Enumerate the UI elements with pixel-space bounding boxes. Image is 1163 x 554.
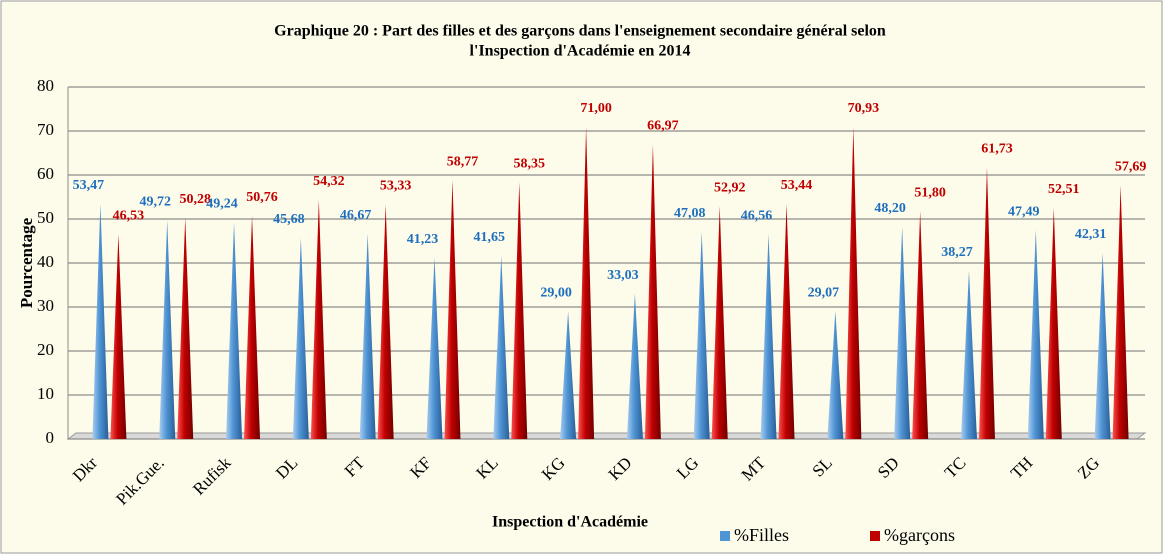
bar bbox=[1094, 252, 1111, 439]
bar bbox=[226, 222, 243, 439]
value-label: 53,44 bbox=[781, 178, 813, 193]
y-tick-label: 50 bbox=[37, 208, 54, 227]
value-label: 53,33 bbox=[380, 179, 412, 194]
bar bbox=[511, 182, 528, 439]
bar bbox=[693, 231, 710, 439]
value-label: 58,35 bbox=[514, 156, 546, 171]
bar bbox=[578, 126, 595, 439]
value-label: 46,53 bbox=[113, 208, 145, 223]
y-tick-label: 40 bbox=[37, 252, 54, 271]
value-label: 61,73 bbox=[981, 142, 1013, 157]
value-label: 46,56 bbox=[741, 208, 773, 223]
value-label: 52,92 bbox=[714, 180, 746, 195]
value-label: 49,24 bbox=[206, 197, 238, 212]
bar bbox=[845, 126, 862, 440]
chart-title: Graphique 20 : Part des filles et des ga… bbox=[274, 23, 886, 40]
legend-label: %Filles bbox=[734, 525, 789, 545]
bar bbox=[444, 180, 461, 440]
bar bbox=[827, 311, 844, 439]
value-label: 53,47 bbox=[73, 178, 105, 193]
value-label: 71,00 bbox=[580, 101, 612, 116]
value-label: 47,49 bbox=[1008, 204, 1040, 219]
value-label: 57,69 bbox=[1115, 159, 1147, 174]
value-label: 29,00 bbox=[540, 286, 572, 301]
y-tick-label: 30 bbox=[37, 296, 54, 315]
value-label: 45,68 bbox=[273, 212, 305, 227]
bar bbox=[359, 233, 376, 439]
y-tick-label: 80 bbox=[37, 76, 54, 95]
bar bbox=[960, 270, 977, 439]
legend-label: %garçons bbox=[884, 525, 955, 545]
legend-swatch bbox=[870, 531, 880, 541]
bar bbox=[626, 293, 643, 439]
x-axis-title: Inspection d'Académie bbox=[492, 514, 648, 531]
bar bbox=[244, 215, 261, 439]
bar bbox=[377, 204, 394, 439]
y-tick-label: 60 bbox=[37, 164, 54, 183]
bar bbox=[292, 238, 309, 439]
value-label: 52,51 bbox=[1048, 182, 1080, 197]
value-label: 70,93 bbox=[848, 101, 880, 116]
value-label: 29,07 bbox=[808, 285, 840, 300]
value-label: 50,28 bbox=[179, 192, 211, 207]
bar bbox=[159, 220, 176, 439]
value-label: 38,27 bbox=[941, 245, 973, 260]
value-label: 50,76 bbox=[246, 190, 278, 205]
bar bbox=[310, 199, 327, 439]
value-label: 46,67 bbox=[340, 208, 372, 223]
value-label: 42,31 bbox=[1075, 227, 1107, 242]
value-label: 48,20 bbox=[874, 201, 906, 216]
bar bbox=[1027, 230, 1044, 439]
value-label: 54,32 bbox=[313, 174, 345, 189]
y-tick-label: 0 bbox=[46, 428, 55, 447]
y-tick-label: 10 bbox=[37, 384, 54, 403]
bar bbox=[1045, 207, 1062, 439]
legend-swatch bbox=[720, 531, 730, 541]
value-label: 58,77 bbox=[447, 155, 479, 170]
bar bbox=[1112, 185, 1129, 439]
value-label: 66,97 bbox=[647, 119, 679, 134]
value-label: 51,80 bbox=[914, 185, 946, 200]
bar bbox=[778, 203, 795, 439]
value-label: 49,72 bbox=[139, 194, 171, 209]
chart-title: l'Inspection d'Académie en 2014 bbox=[470, 43, 691, 60]
bar bbox=[110, 234, 127, 439]
bar bbox=[894, 226, 911, 439]
bar bbox=[92, 203, 109, 439]
bar bbox=[177, 217, 194, 439]
bar bbox=[493, 255, 510, 439]
bar bbox=[426, 257, 443, 439]
bar bbox=[912, 211, 929, 439]
bar bbox=[978, 167, 995, 439]
value-label: 41,65 bbox=[474, 230, 506, 245]
y-axis-title: Pourcentage bbox=[17, 217, 36, 308]
y-tick-label: 70 bbox=[37, 120, 54, 139]
bar bbox=[711, 206, 728, 439]
value-label: 41,23 bbox=[407, 232, 439, 247]
bar bbox=[644, 144, 661, 439]
bar bbox=[560, 311, 577, 439]
bar bbox=[760, 234, 777, 439]
value-label: 33,03 bbox=[607, 268, 639, 283]
value-label: 47,08 bbox=[674, 206, 706, 221]
y-tick-label: 20 bbox=[37, 340, 54, 359]
